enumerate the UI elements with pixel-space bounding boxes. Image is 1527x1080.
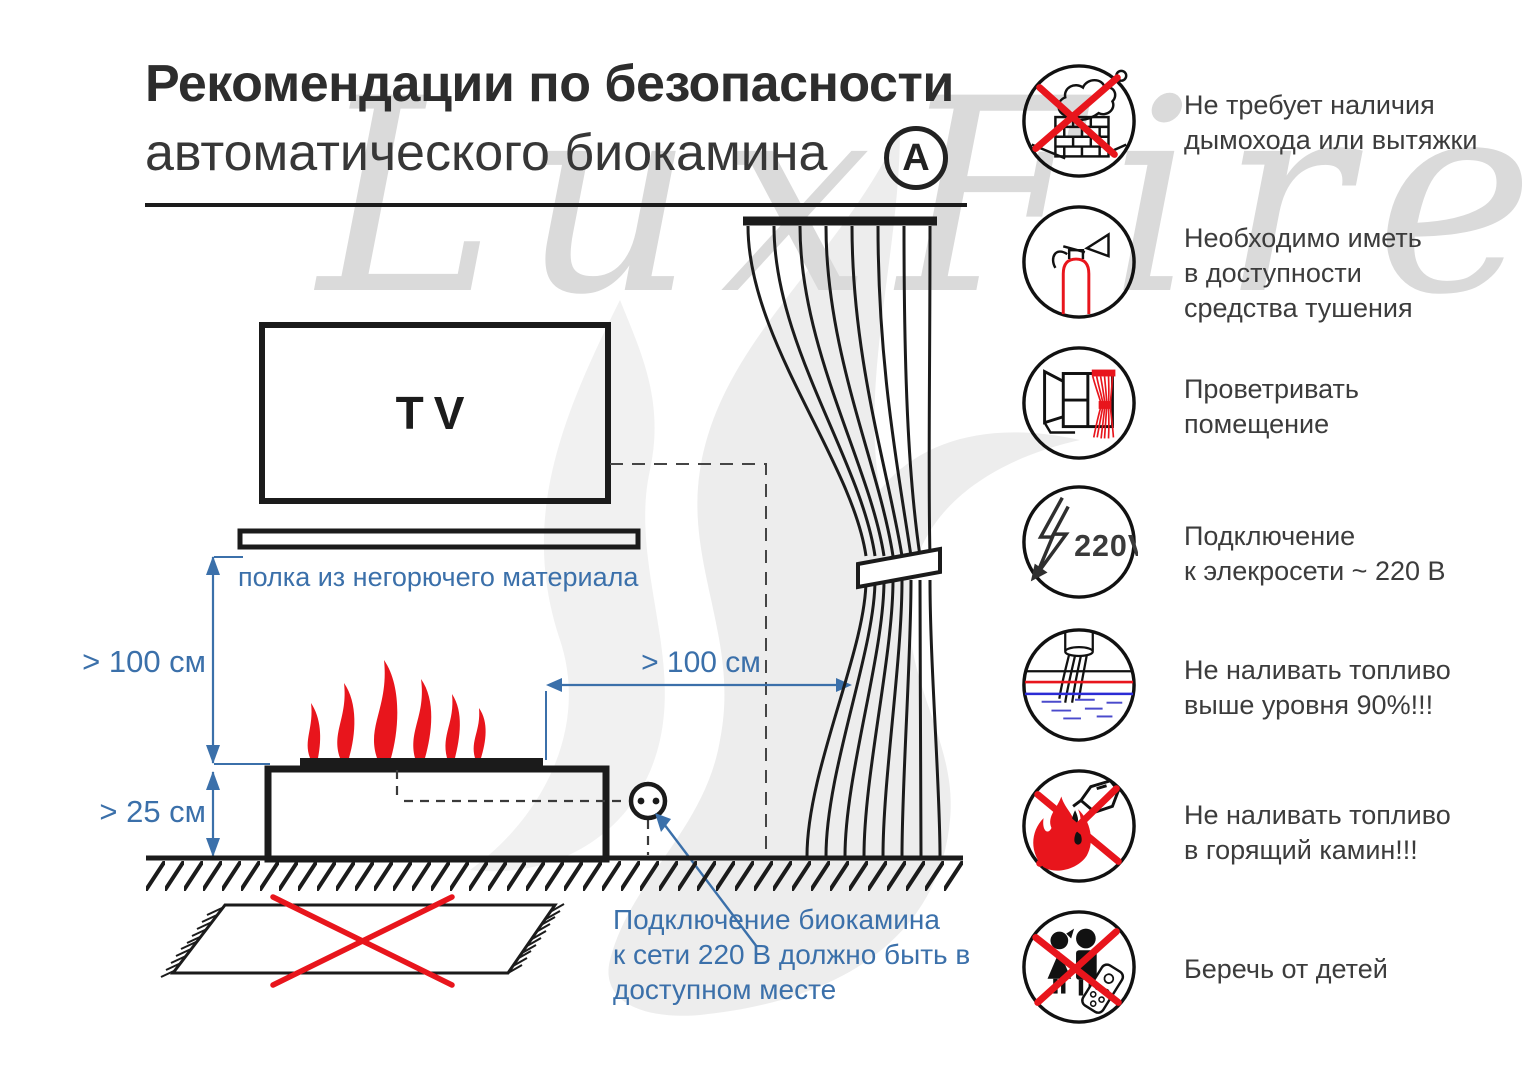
safety-item-fuel-level: Не наливать топливо выше уровня 90%!!! bbox=[1020, 626, 1451, 744]
dimension-shelf-height bbox=[206, 556, 270, 765]
dimension-base-label: > 25 см bbox=[99, 794, 206, 829]
safety-item-text: Не требует наличия дымохода или вытяжки bbox=[1184, 90, 1478, 155]
page-title: Рекомендации по безопасности автоматичес… bbox=[145, 54, 954, 183]
dimension-base-height bbox=[206, 771, 220, 857]
safety-item-no-chimney: Не требует наличия дымохода или вытяжки bbox=[1020, 62, 1477, 180]
safety-item-text: Беречь от детей bbox=[1184, 954, 1388, 984]
ventilation-icon bbox=[1022, 346, 1136, 460]
page-title-line2: автоматического биокамина bbox=[145, 124, 828, 182]
safety-item-extinguisher: Необходимо иметь в доступности средства … bbox=[1020, 203, 1422, 326]
wall-outlet bbox=[628, 781, 668, 821]
fuel-level-icon bbox=[1022, 628, 1136, 742]
safety-item-children: Беречь от детей bbox=[1020, 908, 1388, 1026]
safety-item-text: Не наливать топливо в горящий камин!!! bbox=[1184, 800, 1451, 865]
dimension-shelf-label: > 100 см bbox=[82, 644, 206, 679]
carpet-cross-icon bbox=[270, 894, 455, 988]
outlet-note-line: Подключение биокамина bbox=[613, 904, 940, 935]
outlet-note-line: к сети 220 В должно быть в bbox=[613, 939, 971, 970]
extinguisher-icon bbox=[1022, 205, 1136, 319]
brand-watermark-text: LuxFire bbox=[318, 42, 1527, 354]
curtain bbox=[743, 216, 942, 857]
page-title-line1: Рекомендации по безопасности bbox=[145, 55, 954, 113]
power-220v-icon: 220V bbox=[1022, 485, 1138, 599]
dimension-curtain-distance bbox=[545, 678, 852, 760]
fireplace-base-outline bbox=[264, 765, 610, 863]
tv-label: TV bbox=[395, 387, 475, 439]
shelf-outline bbox=[237, 528, 641, 550]
tv-reference-dashed-line bbox=[610, 463, 767, 856]
curtain-tie-band bbox=[856, 546, 942, 590]
safety-item-text: Необходимо иметь в доступности средства … bbox=[1184, 223, 1422, 323]
outlet-note-line: доступном месте bbox=[613, 974, 837, 1005]
tv-outline bbox=[259, 322, 611, 504]
outlet-note: Подключение биокамина к сети 220 В должн… bbox=[613, 902, 970, 1007]
carpet-forbidden bbox=[160, 894, 565, 988]
safety-item-ventilation: Проветривать помещение bbox=[1020, 344, 1359, 462]
dimension-curtain-label: > 100 см bbox=[641, 646, 761, 679]
no-chimney-icon bbox=[1022, 64, 1136, 178]
safety-item-text: Подключение к элекросети ~ 220 В bbox=[1184, 521, 1446, 586]
shelf-label: полка из негорючего материала bbox=[238, 562, 639, 592]
safety-item-power: 220V Подключение к элекросети ~ 220 В bbox=[1020, 483, 1446, 601]
safety-item-no-refill: Не наливать топливо в горящий камин!!! bbox=[1020, 767, 1451, 885]
no-refill-burning-icon bbox=[1022, 769, 1136, 883]
safety-item-text: Не наливать топливо выше уровня 90%!!! bbox=[1184, 655, 1451, 720]
automatic-class-badge: A bbox=[884, 126, 948, 190]
power-icon-label: 220V bbox=[1074, 529, 1138, 563]
power-cable-dashed bbox=[395, 770, 650, 855]
badge-letter: A bbox=[902, 136, 930, 179]
floor bbox=[146, 855, 963, 891]
keep-from-children-icon bbox=[1022, 910, 1136, 1024]
safety-item-text: Проветривать помещение bbox=[1184, 374, 1359, 439]
fire-flames bbox=[307, 660, 486, 758]
